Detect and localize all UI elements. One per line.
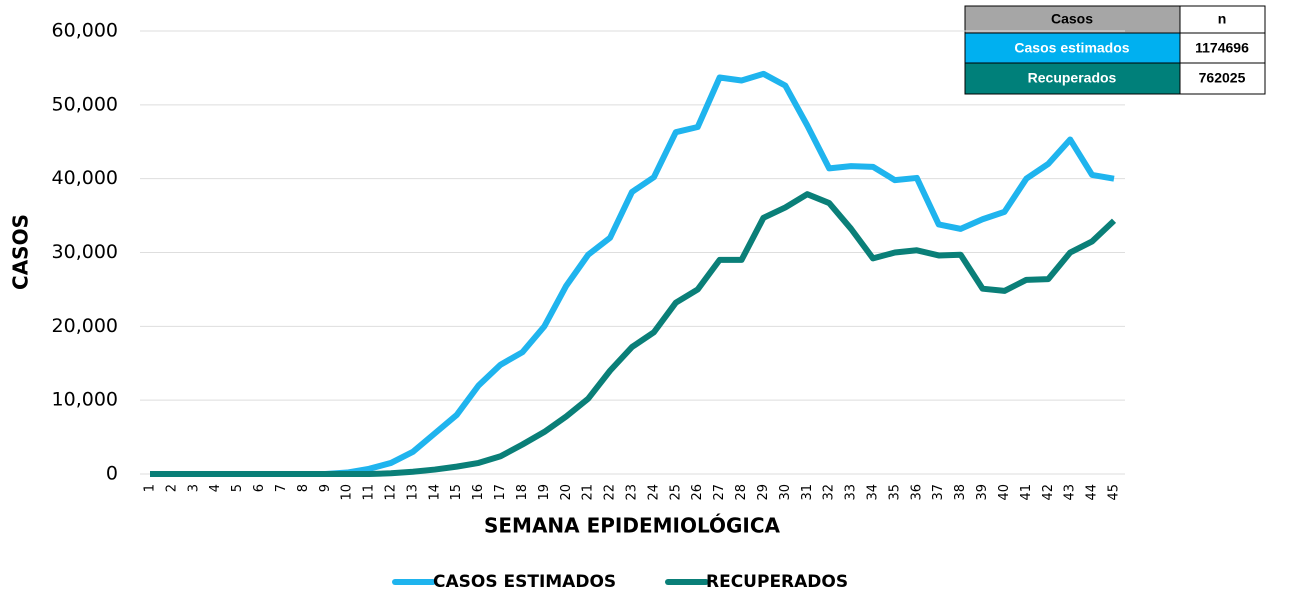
table-cell bbox=[964, 62, 1181, 95]
table-value: 1174696 bbox=[1195, 40, 1249, 56]
x-tick-label: 30 bbox=[778, 484, 793, 501]
x-tick-label: 7 bbox=[274, 484, 289, 492]
legend-label: CASOS ESTIMADOS bbox=[433, 572, 616, 592]
table-header-cell bbox=[1179, 5, 1266, 34]
x-tick-label: 27 bbox=[712, 484, 727, 501]
x-tick-label: 40 bbox=[997, 484, 1012, 501]
y-tick-label: 40,000 bbox=[52, 167, 118, 189]
x-tick-label: 1 bbox=[143, 484, 158, 492]
x-tick-label: 36 bbox=[909, 484, 924, 501]
x-tick-label: 18 bbox=[515, 484, 530, 501]
y-tick-label: 50,000 bbox=[52, 93, 118, 115]
table-cell bbox=[1179, 32, 1266, 64]
table-header: Casos bbox=[1051, 11, 1093, 27]
x-tick-label: 5 bbox=[230, 484, 245, 492]
x-tick-label: 42 bbox=[1041, 484, 1056, 501]
x-tick-label: 31 bbox=[800, 484, 815, 501]
x-tick-label: 3 bbox=[186, 484, 201, 492]
x-tick-label: 13 bbox=[405, 484, 420, 501]
x-tick-label: 24 bbox=[646, 484, 661, 501]
x-tick-label: 39 bbox=[975, 484, 990, 501]
table-label: Casos estimados bbox=[1014, 40, 1129, 56]
x-tick-label: 6 bbox=[252, 484, 267, 492]
x-tick-label: 19 bbox=[537, 484, 552, 501]
x-tick-label: 17 bbox=[493, 484, 508, 501]
x-tick-label: 37 bbox=[931, 484, 946, 501]
x-tick-label: 21 bbox=[581, 484, 596, 501]
x-tick-label: 41 bbox=[1019, 484, 1034, 501]
x-tick-label: 43 bbox=[1063, 484, 1078, 501]
x-tick-label: 11 bbox=[362, 484, 377, 501]
x-tick-label: 25 bbox=[668, 484, 683, 501]
x-tick-label: 16 bbox=[471, 484, 486, 501]
y-tick-label: 0 bbox=[106, 463, 118, 485]
y-tick-label: 60,000 bbox=[52, 20, 118, 42]
x-tick-label: 20 bbox=[559, 484, 574, 501]
table-cell bbox=[1179, 62, 1266, 95]
table-cell bbox=[964, 32, 1181, 64]
x-tick-label: 2 bbox=[164, 484, 179, 492]
x-tick-label: 35 bbox=[887, 484, 902, 501]
x-tick-label: 38 bbox=[953, 484, 968, 501]
table-value: 762025 bbox=[1199, 70, 1246, 86]
x-tick-label: 26 bbox=[690, 484, 705, 501]
x-tick-label: 8 bbox=[296, 484, 311, 492]
table-label: Recuperados bbox=[1028, 70, 1117, 86]
x-tick-label: 14 bbox=[427, 484, 442, 501]
x-tick-label: 45 bbox=[1107, 484, 1122, 501]
line-series bbox=[150, 191, 1117, 477]
y-tick-label: 30,000 bbox=[52, 241, 118, 263]
legend-label: RECUPERADOS bbox=[706, 572, 848, 592]
x-tick-label: 15 bbox=[449, 484, 464, 501]
x-tick-label: 10 bbox=[340, 484, 355, 501]
x-tick-label: 34 bbox=[866, 484, 881, 501]
y-tick-label: 20,000 bbox=[52, 315, 118, 337]
x-tick-label: 4 bbox=[208, 484, 223, 492]
x-tick-label: 44 bbox=[1085, 484, 1100, 501]
x-tick-label: 32 bbox=[822, 484, 837, 501]
x-tick-label: 29 bbox=[756, 484, 771, 501]
x-tick-label: 12 bbox=[384, 484, 399, 501]
x-tick-label: 22 bbox=[603, 484, 618, 501]
table-header: n bbox=[1218, 11, 1227, 27]
y-tick-label: 10,000 bbox=[52, 389, 118, 411]
table-header-cell bbox=[964, 5, 1181, 34]
line-series bbox=[150, 70, 1115, 477]
x-tick-label: 28 bbox=[734, 484, 749, 501]
x-tick-label: 33 bbox=[844, 484, 859, 501]
y-axis-title: CASOS bbox=[9, 214, 33, 290]
summary-table: Casos n Casos estimados 1174696 Recupera… bbox=[964, 5, 1266, 95]
x-tick-label: 9 bbox=[318, 484, 333, 492]
x-axis-title: SEMANA EPIDEMIOLÓGICA bbox=[484, 514, 781, 538]
x-tick-label: 23 bbox=[625, 484, 640, 501]
